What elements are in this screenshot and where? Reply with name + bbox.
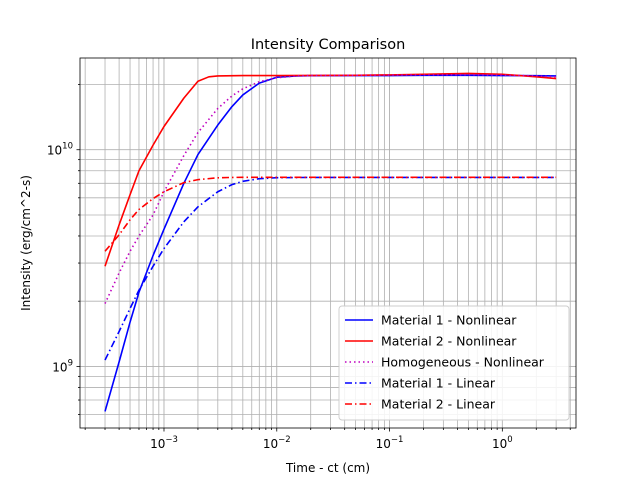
axes-frame: [79, 57, 577, 429]
y-tick-label: 1010: [47, 142, 73, 158]
series-line-5: [104, 176, 557, 252]
legend-label: Material 2 - Linear: [381, 397, 496, 412]
y-axis-label: Intensity (erg/cm^2-s): [19, 175, 33, 311]
legend: Material 1 - Nonlinear Material 2 - Nonli…: [338, 305, 570, 421]
legend-box: [338, 305, 570, 421]
series-line-4: [104, 176, 557, 361]
y-tick-label: 109: [52, 358, 73, 374]
series-lines: [104, 72, 557, 412]
x-tick-label: 100: [492, 435, 513, 451]
series-line-1: [104, 74, 557, 412]
legend-label: Material 1 - Linear: [381, 376, 496, 391]
axis-ticks: 10−3 10−2 10−1 100 109 1010: [47, 84, 571, 451]
x-tick-label: 10−2: [263, 435, 291, 451]
x-tick-label: 10−1: [376, 435, 404, 451]
chart-title: Intensity Comparison: [251, 37, 406, 53]
series-line-2: [104, 72, 557, 267]
x-axis-label: Time - ct (cm): [285, 461, 370, 475]
x-tick-label: 10−3: [150, 435, 178, 451]
legend-label: Material 2 - Nonlinear: [381, 334, 517, 349]
legend-label: Material 1 - Nonlinear: [381, 313, 517, 328]
legend-label: Homogeneous - Nonlinear: [381, 355, 545, 370]
